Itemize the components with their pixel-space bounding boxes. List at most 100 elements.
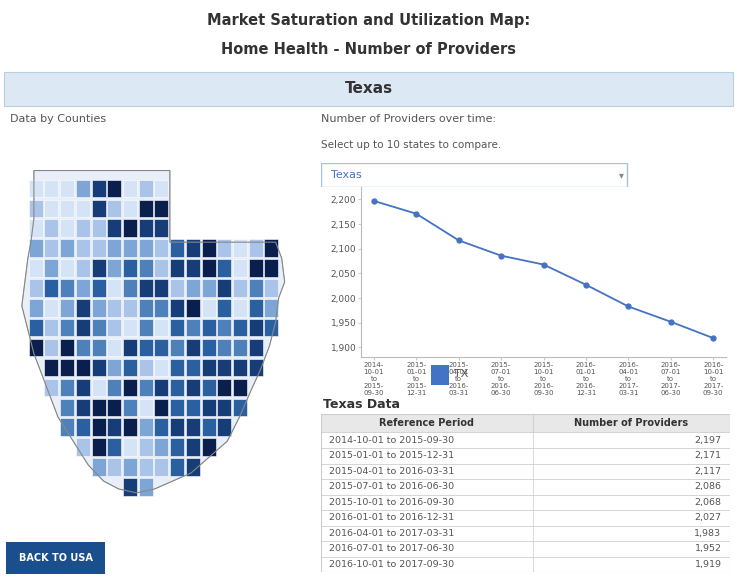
Bar [139, 299, 153, 317]
Bar [76, 220, 90, 237]
Bar [249, 239, 262, 257]
Bar [186, 359, 200, 376]
Bar [139, 220, 153, 237]
Text: Texas Data: Texas Data [323, 398, 399, 411]
Bar [186, 319, 200, 336]
Text: Market Saturation and Utilization Map:: Market Saturation and Utilization Map: [207, 13, 530, 28]
Text: Number of Providers over time:: Number of Providers over time: [321, 113, 496, 124]
Bar [76, 239, 90, 257]
Text: Select up to 10 states to compare.: Select up to 10 states to compare. [321, 140, 501, 150]
Bar [139, 200, 153, 217]
Bar [265, 279, 279, 297]
Bar [155, 220, 168, 237]
Bar [170, 319, 184, 336]
Bar [29, 319, 43, 336]
Bar [155, 239, 168, 257]
Bar [123, 418, 137, 436]
Bar [155, 359, 168, 376]
Bar [91, 239, 105, 257]
Bar [44, 379, 58, 396]
Bar [60, 200, 74, 217]
Bar [108, 439, 121, 456]
Text: Home Health - Number of Providers: Home Health - Number of Providers [221, 42, 516, 57]
Bar [170, 299, 184, 317]
Bar [321, 510, 730, 526]
Bar [139, 259, 153, 277]
Text: Texas: Texas [344, 81, 393, 96]
Bar [29, 220, 43, 237]
Bar [202, 299, 215, 317]
Bar [60, 379, 74, 396]
Bar [217, 279, 231, 297]
Bar [202, 418, 215, 436]
Bar [202, 259, 215, 277]
Bar [170, 418, 184, 436]
Bar [108, 458, 121, 476]
Text: 2,068: 2,068 [694, 498, 722, 507]
Bar [108, 220, 121, 237]
Bar [139, 399, 153, 416]
Bar [91, 180, 105, 197]
Bar [29, 180, 43, 197]
Bar [44, 319, 58, 336]
Bar [431, 365, 450, 385]
Bar [321, 541, 730, 557]
Bar [186, 279, 200, 297]
Bar [155, 319, 168, 336]
Bar [60, 180, 74, 197]
Bar [202, 279, 215, 297]
Text: Data by Counties: Data by Counties [10, 113, 105, 124]
Bar [170, 239, 184, 257]
Bar [76, 439, 90, 456]
Bar [249, 339, 262, 356]
Bar [186, 458, 200, 476]
Text: 2014-10-01 to 2015-09-30: 2014-10-01 to 2015-09-30 [329, 436, 454, 444]
Bar [60, 319, 74, 336]
Bar [76, 200, 90, 217]
Bar [170, 379, 184, 396]
Bar [139, 379, 153, 396]
Bar [123, 279, 137, 297]
Bar [44, 359, 58, 376]
Bar [44, 200, 58, 217]
Bar [155, 379, 168, 396]
Bar [108, 180, 121, 197]
Bar [108, 239, 121, 257]
Bar [186, 379, 200, 396]
Bar [91, 379, 105, 396]
Bar [44, 239, 58, 257]
Bar [155, 439, 168, 456]
Text: 2,197: 2,197 [694, 436, 722, 444]
Bar [233, 319, 247, 336]
Text: Texas: Texas [331, 170, 362, 180]
Bar [217, 399, 231, 416]
Bar [265, 299, 279, 317]
Bar [108, 418, 121, 436]
Bar [155, 279, 168, 297]
Text: 2,171: 2,171 [694, 451, 722, 460]
Text: 2,086: 2,086 [694, 482, 722, 492]
Bar [170, 399, 184, 416]
Bar [186, 239, 200, 257]
Bar [29, 279, 43, 297]
PathPatch shape [22, 170, 284, 493]
Text: 2,027: 2,027 [694, 514, 722, 522]
Text: 2016-01-01 to 2016-12-31: 2016-01-01 to 2016-12-31 [329, 514, 454, 522]
Bar [108, 319, 121, 336]
Text: 2016-04-01 to 2017-03-31: 2016-04-01 to 2017-03-31 [329, 529, 454, 538]
Bar [91, 359, 105, 376]
Bar [44, 299, 58, 317]
Bar [44, 259, 58, 277]
Bar [321, 448, 730, 464]
Bar [321, 414, 730, 432]
Bar [321, 526, 730, 541]
Bar [233, 339, 247, 356]
Bar [123, 439, 137, 456]
Bar [265, 319, 279, 336]
Bar [60, 279, 74, 297]
Bar [170, 439, 184, 456]
Bar [108, 379, 121, 396]
Bar [139, 359, 153, 376]
Bar [60, 220, 74, 237]
Bar [217, 339, 231, 356]
